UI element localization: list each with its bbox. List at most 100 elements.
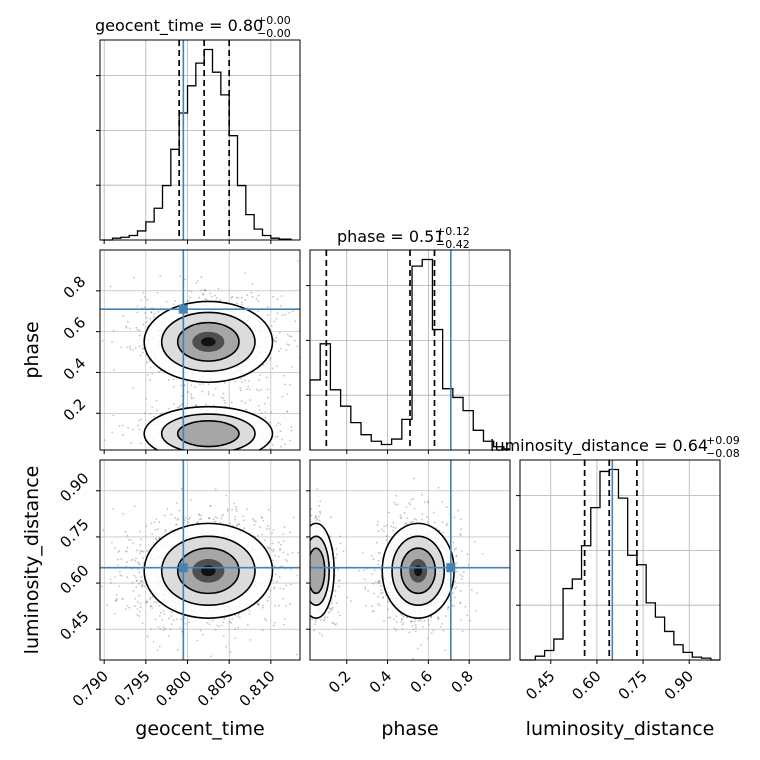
sample-point xyxy=(275,424,278,427)
sample-point xyxy=(76,343,78,345)
sample-point xyxy=(223,617,226,620)
sample-point xyxy=(223,382,226,384)
sample-point xyxy=(124,608,127,611)
sample-point xyxy=(194,404,197,407)
sample-point xyxy=(118,570,121,573)
sample-point xyxy=(441,501,444,503)
sample-point xyxy=(264,411,267,413)
sample-point xyxy=(200,289,203,292)
sample-point xyxy=(231,509,233,511)
sample-point xyxy=(149,605,152,608)
sample-point xyxy=(427,501,430,504)
sample-point xyxy=(332,622,335,625)
sample-point xyxy=(184,516,187,519)
sample-point xyxy=(305,559,307,561)
sample-point xyxy=(445,522,448,525)
hist-frame-phase xyxy=(309,249,511,451)
density-contour xyxy=(391,535,446,607)
sample-point xyxy=(290,335,293,338)
sample-point xyxy=(109,285,112,288)
sample-point xyxy=(285,584,287,587)
sample-point xyxy=(411,624,414,627)
sample-point xyxy=(158,605,160,607)
sample-point xyxy=(392,526,395,529)
x-tick-label-geocent_time: 0.810 xyxy=(236,667,279,710)
sample-point xyxy=(381,591,384,594)
sample-point xyxy=(268,358,271,361)
sample-point xyxy=(146,635,149,638)
sample-point xyxy=(277,484,279,486)
sample-point xyxy=(296,506,298,508)
sample-point xyxy=(167,635,170,638)
sample-point xyxy=(400,517,402,520)
sample-point xyxy=(235,525,238,528)
sample-point xyxy=(395,629,397,632)
title-geocent-time-sub: −0.00 xyxy=(257,27,291,40)
sample-point xyxy=(125,326,128,329)
sample-point xyxy=(155,399,158,402)
sample-point xyxy=(423,501,426,504)
sample-point xyxy=(211,456,213,458)
sample-point xyxy=(411,620,413,623)
sample-point xyxy=(253,519,256,522)
sample-point xyxy=(315,519,318,521)
sample-point xyxy=(265,528,268,531)
sample-point xyxy=(249,399,252,401)
sample-point xyxy=(381,528,384,531)
sample-point xyxy=(303,611,305,613)
sample-point xyxy=(384,594,387,597)
sample-point xyxy=(148,379,151,382)
sample-point xyxy=(284,383,287,386)
histogram-phase xyxy=(309,258,510,450)
sample-point xyxy=(89,611,91,613)
sample-point xyxy=(399,514,402,517)
sample-point xyxy=(112,369,115,372)
sample-point xyxy=(139,544,142,546)
sample-point xyxy=(323,618,326,621)
sample-point xyxy=(145,316,148,319)
sample-point xyxy=(245,408,248,411)
sample-point xyxy=(158,615,161,617)
sample-point xyxy=(267,548,270,550)
sample-point xyxy=(297,560,299,562)
sample-point xyxy=(459,590,462,592)
sample-point xyxy=(387,601,390,603)
sample-point xyxy=(331,608,333,611)
sample-point xyxy=(140,586,143,588)
sample-point xyxy=(392,529,395,532)
sample-point xyxy=(175,502,178,505)
sample-point xyxy=(394,527,397,529)
sample-point xyxy=(138,571,141,574)
density-contour xyxy=(160,535,256,607)
sample-point xyxy=(304,588,306,590)
sample-point xyxy=(275,317,278,320)
sample-point xyxy=(121,424,124,427)
sample-point xyxy=(226,508,229,511)
sample-point xyxy=(302,621,304,623)
sample-point xyxy=(276,435,279,438)
sample-point xyxy=(336,568,339,571)
sample-point xyxy=(290,426,293,428)
y-tick-label-luminosity_distance: 0.90 xyxy=(56,469,92,505)
sample-point xyxy=(284,313,287,316)
sample-point xyxy=(274,554,277,557)
sample-point xyxy=(280,445,282,448)
sample-point xyxy=(324,616,327,619)
sample-point xyxy=(253,524,256,526)
sample-point xyxy=(270,548,273,551)
sample-point xyxy=(162,451,164,453)
sample-point xyxy=(442,629,445,632)
sample-point xyxy=(432,511,435,514)
sample-point xyxy=(296,345,299,348)
sample-point xyxy=(329,607,331,610)
sample-point xyxy=(101,340,104,342)
sample-point xyxy=(209,505,211,508)
sample-point xyxy=(276,298,279,301)
sample-point xyxy=(426,515,429,518)
sample-point xyxy=(248,613,251,615)
sample-point xyxy=(138,345,141,348)
sample-point xyxy=(364,586,367,588)
sample-point xyxy=(134,597,137,600)
sample-point xyxy=(307,607,309,609)
